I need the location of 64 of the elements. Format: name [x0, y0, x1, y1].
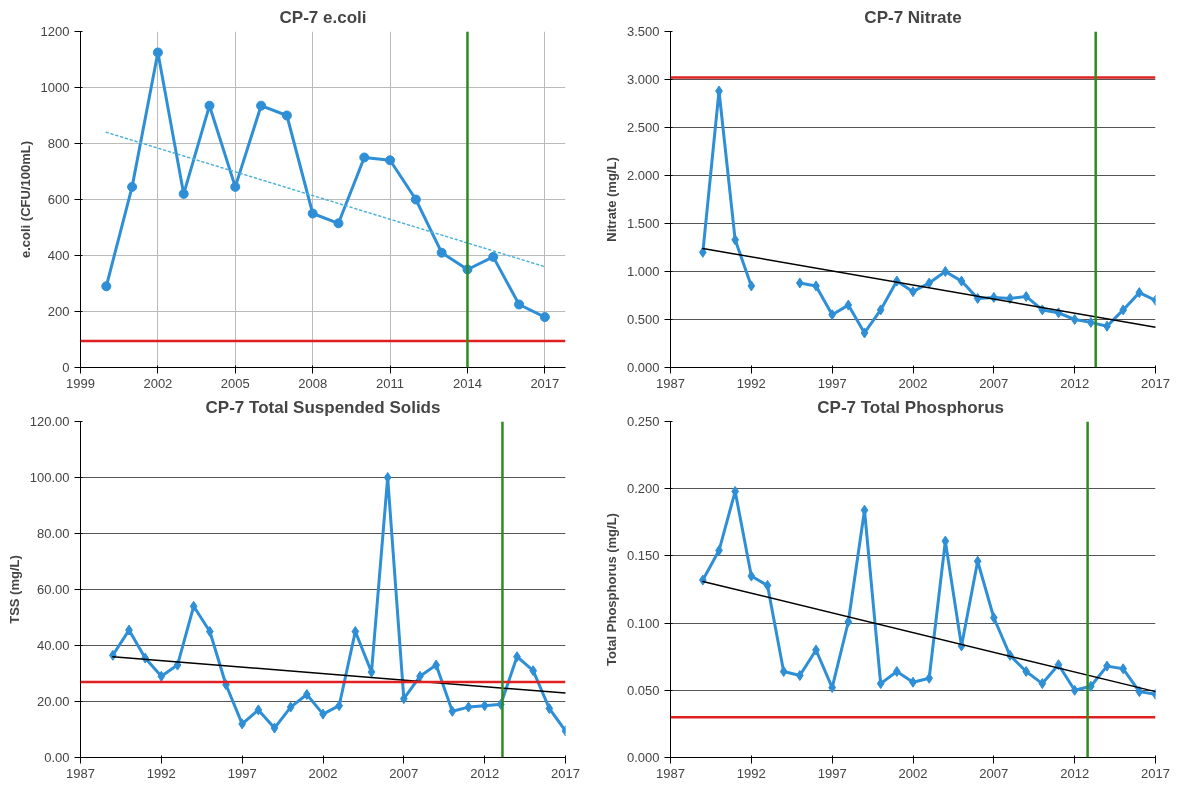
x-tick-label: 1987	[66, 765, 95, 781]
y-tick-label: 0.050	[626, 682, 660, 698]
y-axis-title: TSS (mg/L)	[6, 555, 22, 624]
x-tick-label: 1997	[817, 375, 847, 391]
y-tick-label: 20.00	[36, 694, 70, 709]
x-tick-label: 2007	[979, 375, 1009, 391]
x-tick-label: 2007	[979, 765, 1009, 781]
x-tick-label: 2012	[1060, 375, 1090, 391]
y-tick-label: 100.00	[29, 470, 70, 485]
y-tick-label: 80.00	[36, 526, 70, 541]
chart-title: CP-7 Total Phosphorus	[817, 397, 1004, 417]
x-tick-label: 2012	[470, 765, 500, 781]
x-tick-label: 2008	[298, 375, 328, 391]
y-tick-label: 0	[62, 360, 70, 375]
x-tick-label: 1992	[736, 375, 766, 391]
y-tick-label: 400	[47, 248, 70, 263]
y-tick-label: 1000	[40, 80, 70, 95]
y-tick-label: 1.000	[626, 264, 660, 279]
y-tick-label: 0.150	[626, 548, 660, 564]
y-tick-label: 3.000	[626, 72, 660, 87]
x-tick-label: 1987	[656, 765, 685, 781]
chart-title: CP-7 e.coli	[279, 7, 367, 27]
x-tick-label: 2014	[453, 375, 482, 391]
y-tick-label: 2.000	[626, 168, 660, 183]
y-tick-label: 1.500	[626, 216, 660, 231]
chart-title: CP-7 Nitrate	[864, 7, 962, 27]
y-tick-label: 60.00	[36, 582, 70, 597]
x-tick-label: 1997	[227, 765, 257, 781]
x-tick-label: 2002	[898, 765, 928, 781]
x-tick-label: 2017	[551, 765, 580, 781]
x-tick-label: 2017	[530, 375, 560, 391]
x-tick-label: 2012	[1060, 765, 1090, 781]
y-tick-label: 0.000	[626, 360, 660, 375]
y-axis-title: Total Phosphorus (mg/L)	[603, 513, 619, 666]
x-tick-label: 2017	[1141, 765, 1170, 781]
y-tick-label: 0.000	[626, 750, 660, 765]
x-tick-label: 2005	[220, 375, 250, 391]
x-tick-label: 2017	[1141, 375, 1170, 391]
chart-title: CP-7 Total Suspended Solids	[205, 397, 441, 417]
x-tick-label: 1997	[817, 765, 847, 781]
y-axis-title: Nitrate (mg/L)	[603, 157, 619, 242]
y-tick-label: 3.500	[626, 24, 660, 39]
y-tick-label: 200	[47, 304, 70, 319]
x-tick-label: 2002	[898, 375, 928, 391]
x-tick-label: 2002	[308, 765, 338, 781]
x-tick-label: 2011	[376, 375, 405, 391]
x-tick-label: 1999	[66, 375, 95, 391]
y-tick-label: 0.250	[626, 414, 660, 429]
y-tick-label: 0.100	[626, 615, 660, 631]
y-axis-title: e.coli (CFU/100mL)	[17, 140, 33, 259]
y-tick-label: 0.00	[44, 750, 70, 765]
y-tick-label: 0.500	[626, 312, 660, 327]
y-tick-label: 40.00	[36, 638, 70, 653]
y-tick-label: 120.00	[29, 414, 70, 429]
y-tick-label: 800	[47, 136, 70, 151]
x-tick-label: 1992	[736, 765, 766, 781]
y-tick-label: 600	[47, 192, 70, 207]
y-tick-label: 0.200	[626, 481, 660, 497]
y-tick-label: 1200	[40, 24, 70, 39]
x-tick-label: 2007	[389, 765, 419, 781]
y-tick-label: 2.500	[626, 120, 660, 135]
x-tick-label: 1992	[146, 765, 176, 781]
x-tick-label: 1987	[656, 375, 685, 391]
x-tick-label: 2002	[143, 375, 173, 391]
